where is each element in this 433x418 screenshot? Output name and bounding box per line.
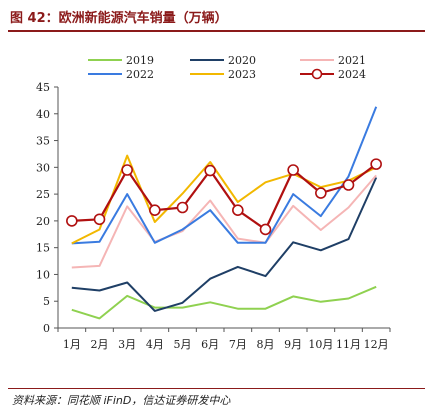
series-line-2019 (71, 285, 377, 320)
y-tick-label: 20 (36, 215, 50, 228)
series-line-2021 (71, 174, 377, 269)
series-line-2023 (71, 154, 377, 245)
y-tick-label: 45 (36, 81, 50, 94)
y-tick-label: 40 (36, 108, 50, 121)
y-tick-label: 30 (36, 161, 50, 174)
legend-item-2019: 2019 (88, 54, 154, 67)
title-bar: 图 42：欧洲新能源汽车销量（万辆） (8, 4, 425, 32)
data-point-2024 (259, 223, 272, 236)
series-lines (66, 106, 382, 320)
source-note: 资料来源：同花顺 iFinD，信达证券研发中心 (12, 394, 231, 407)
data-point-2024 (93, 213, 106, 226)
y-tick-label: 25 (36, 188, 50, 201)
y-tick-label: 35 (36, 135, 50, 148)
data-point-2024 (204, 164, 216, 177)
legend-marker (311, 68, 323, 80)
legend: 2019 2020 2021 2022 2023 2024 (88, 54, 366, 81)
x-tick-label: 6月 (201, 338, 219, 351)
legend-label: 2021 (338, 54, 366, 67)
y-tick-label: 5 (43, 295, 50, 308)
legend-item-2023: 2023 (190, 68, 256, 81)
data-point-2024 (176, 201, 189, 214)
series-line-2020 (71, 177, 378, 312)
page-title: 图 42：欧洲新能源汽车销量（万辆） (10, 11, 228, 26)
data-point-2024 (149, 204, 161, 216)
x-tick-label: 2月 (91, 338, 109, 351)
legend-label: 2024 (338, 68, 366, 81)
x-tick-label: 4月 (146, 338, 164, 351)
data-point-2024 (287, 164, 299, 176)
legend-label: 2023 (228, 68, 256, 81)
legend-label: 2022 (126, 68, 154, 81)
data-point-2024 (315, 187, 327, 199)
series-line-2022 (71, 106, 378, 245)
x-tick-label: 7月 (229, 338, 247, 351)
y-tick-label: 0 (43, 322, 50, 335)
data-point-2024 (232, 204, 244, 216)
legend-item-2024: 2024 (300, 68, 366, 81)
x-tick-label: 8月 (257, 338, 275, 351)
source-divider (8, 388, 425, 389)
x-tick-label: 3月 (118, 338, 136, 351)
data-point-2024 (66, 215, 78, 227)
data-point-2024 (121, 164, 133, 176)
x-tick-label: 1月 (63, 338, 81, 351)
data-point-2024 (342, 179, 355, 191)
legend-item-2020: 2020 (190, 54, 256, 67)
x-tick-label: 5月 (174, 338, 192, 351)
x-tick-label: 11月 (336, 338, 361, 351)
data-point-2024 (370, 158, 382, 170)
legend-item-2021: 2021 (300, 54, 366, 67)
x-tick-label: 10月 (308, 338, 333, 351)
x-tick-label: 9月 (284, 338, 302, 351)
legend-label: 2020 (228, 54, 256, 67)
y-tick-label: 15 (36, 242, 50, 255)
legend-item-2022: 2022 (88, 68, 154, 81)
x-tick-label: 12月 (364, 338, 389, 351)
y-tick-label: 10 (36, 268, 50, 281)
legend-label: 2019 (126, 54, 154, 67)
